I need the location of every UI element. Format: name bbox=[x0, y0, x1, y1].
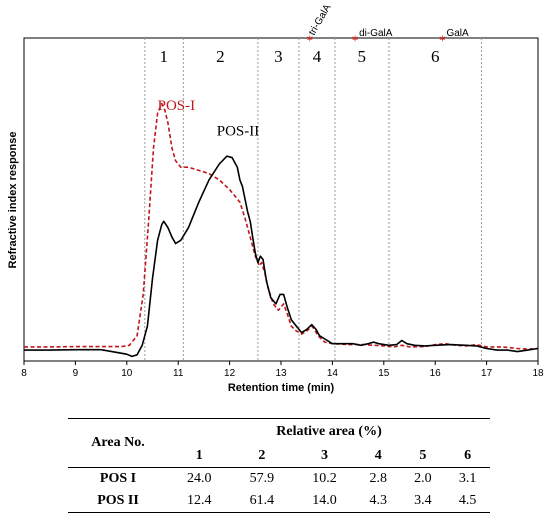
region-number: 5 bbox=[357, 47, 366, 66]
standard-marker-icon: ✶ bbox=[438, 34, 446, 45]
table-cell: 24.0 bbox=[168, 467, 231, 490]
x-tick-label: 10 bbox=[121, 368, 133, 379]
x-tick-label: 12 bbox=[224, 368, 236, 379]
table-cell: 3.4 bbox=[400, 490, 446, 513]
table-cell: 14.0 bbox=[293, 490, 356, 513]
x-tick-label: 8 bbox=[21, 368, 27, 379]
series-label: POS-I bbox=[158, 98, 196, 114]
y-axis-title: Refractive index response bbox=[7, 132, 19, 269]
x-tick-label: 9 bbox=[73, 368, 79, 379]
series-line-pos-i bbox=[24, 102, 539, 350]
column-header: 6 bbox=[464, 448, 472, 463]
relative-area-header: Relative area (%) bbox=[168, 418, 490, 445]
table-cell: 57.9 bbox=[230, 467, 294, 490]
standard-marker-icon: ✶ bbox=[351, 34, 359, 45]
x-tick-label: 14 bbox=[327, 368, 339, 379]
x-axis-title: Retention time (min) bbox=[228, 382, 335, 394]
standard-label: GalA bbox=[446, 28, 469, 39]
table-row: POS II 12.4 61.4 14.0 4.3 3.4 4.5 bbox=[68, 490, 490, 513]
series-line-pos-ii bbox=[24, 155, 539, 358]
region-number: 3 bbox=[274, 47, 283, 66]
standard-marker-icon: ✶ bbox=[306, 34, 314, 45]
relative-area-table: Area No. Relative area (%) 1 2 3 4 5 6 P… bbox=[68, 418, 490, 513]
region-number: 6 bbox=[431, 47, 440, 66]
row-label: POS I bbox=[68, 467, 168, 490]
row-label: POS II bbox=[68, 490, 168, 513]
table-cell: 2.8 bbox=[355, 467, 401, 490]
table-cell: 2.0 bbox=[400, 467, 446, 490]
table-row: POS I 24.0 57.9 10.2 2.8 2.0 3.1 bbox=[68, 467, 490, 490]
table-cell: 4.3 bbox=[355, 490, 401, 513]
region-number: 2 bbox=[216, 47, 225, 66]
table-cell: 61.4 bbox=[230, 490, 294, 513]
column-header: 3 bbox=[321, 448, 329, 463]
x-tick-label: 16 bbox=[430, 368, 442, 379]
x-tick-label: 17 bbox=[481, 368, 493, 379]
standard-label: di-GalA bbox=[359, 28, 393, 39]
region-number: 4 bbox=[313, 47, 322, 66]
region-number: 1 bbox=[160, 47, 169, 66]
area-no-header: Area No. bbox=[68, 418, 168, 468]
column-header: 4 bbox=[374, 448, 382, 463]
x-tick-label: 15 bbox=[378, 368, 390, 379]
table-cell: 12.4 bbox=[168, 490, 231, 513]
column-header: 5 bbox=[419, 448, 427, 463]
x-tick-label: 11 bbox=[173, 368, 184, 379]
plot-frame bbox=[23, 37, 539, 362]
standard-label: tri-GalA bbox=[307, 2, 334, 37]
table-cell: 10.2 bbox=[293, 467, 356, 490]
x-tick-label: 18 bbox=[532, 368, 544, 379]
column-header: 1 bbox=[195, 448, 203, 463]
table-cell: 4.5 bbox=[445, 490, 490, 513]
series-label: POS-II bbox=[217, 123, 260, 139]
column-header: 2 bbox=[258, 448, 266, 463]
table-cell: 3.1 bbox=[445, 467, 490, 490]
x-tick-label: 13 bbox=[275, 368, 287, 379]
